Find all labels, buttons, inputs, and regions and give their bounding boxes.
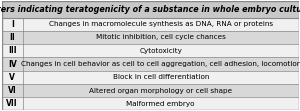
Bar bbox=[2, 97, 298, 110]
Bar bbox=[2, 18, 298, 31]
Bar bbox=[2, 1, 298, 18]
Text: IV: IV bbox=[8, 59, 16, 68]
Text: VII: VII bbox=[6, 99, 18, 108]
Bar bbox=[2, 57, 298, 71]
Text: Changes in cell behavior as cell to cell aggregation, cell adhesion, locomotion: Changes in cell behavior as cell to cell… bbox=[21, 61, 300, 67]
Text: Malformed embryo: Malformed embryo bbox=[126, 101, 195, 107]
Text: III: III bbox=[8, 46, 16, 55]
Bar bbox=[2, 31, 298, 44]
Text: Cytotoxicity: Cytotoxicity bbox=[139, 48, 182, 54]
Text: Parameters indicating teratogenicity of a substance in whole embryo culture test: Parameters indicating teratogenicity of … bbox=[0, 5, 300, 14]
Bar bbox=[2, 71, 298, 84]
Text: Altered organ morphology or cell shape: Altered organ morphology or cell shape bbox=[89, 88, 232, 94]
Text: Mitotic inhibition, cell cycle chances: Mitotic inhibition, cell cycle chances bbox=[96, 35, 226, 41]
Text: Changes in macromolecule synthesis as DNA, RNA or proteins: Changes in macromolecule synthesis as DN… bbox=[49, 21, 273, 27]
Text: I: I bbox=[11, 20, 14, 29]
Text: V: V bbox=[9, 73, 15, 82]
Text: II: II bbox=[9, 33, 15, 42]
Bar bbox=[2, 84, 298, 97]
Text: VI: VI bbox=[8, 86, 16, 95]
Bar bbox=[2, 44, 298, 57]
Text: Block in cell differentiation: Block in cell differentiation bbox=[112, 74, 209, 80]
